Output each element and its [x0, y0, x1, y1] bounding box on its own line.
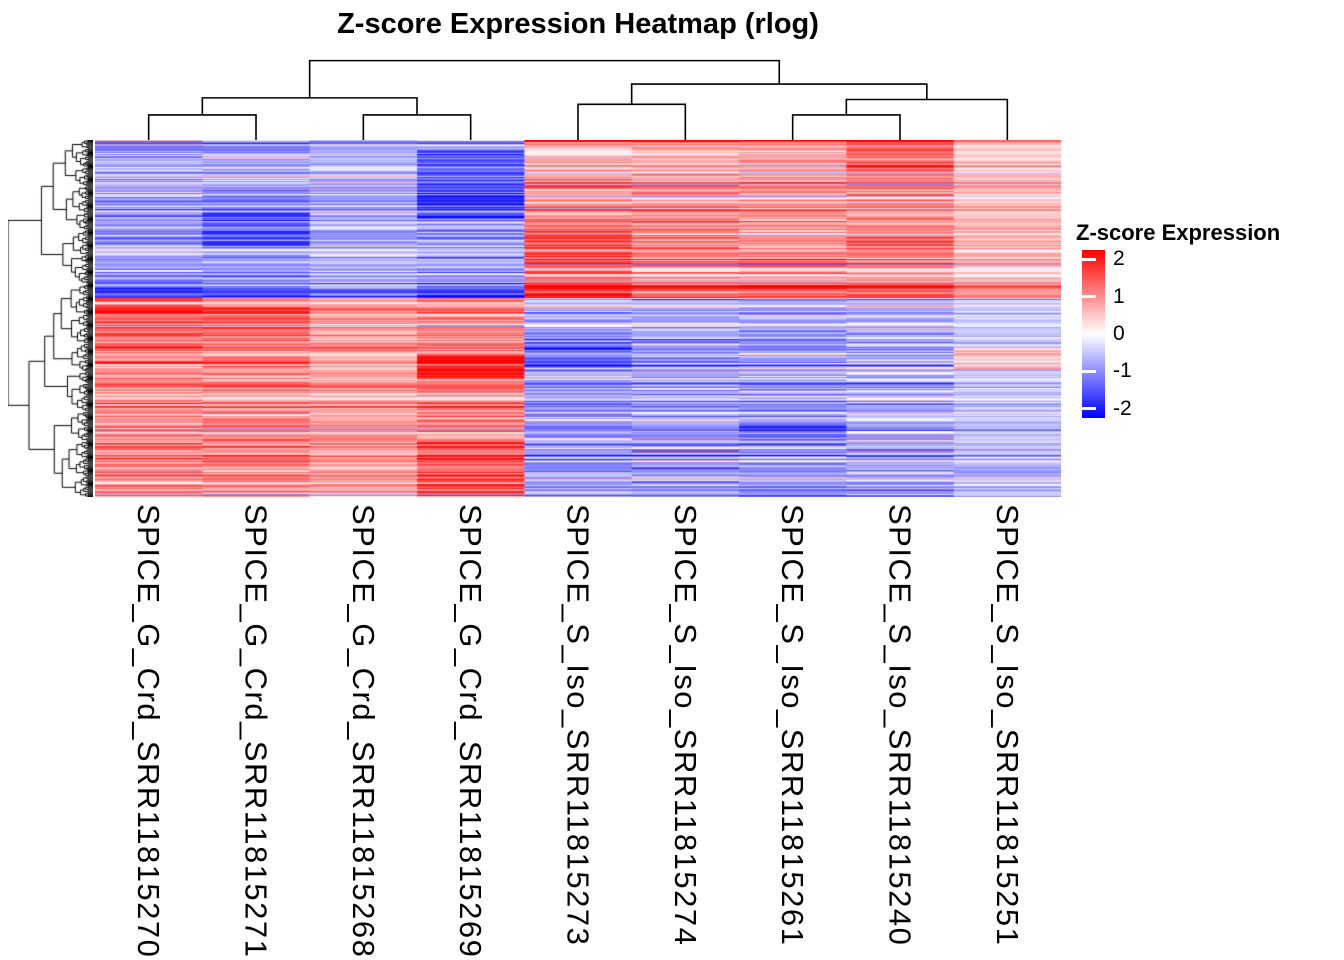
column-label: SPICE_S_Iso_SRR11815273 [560, 504, 596, 947]
legend-tick-label: -1 [1113, 359, 1132, 382]
column-label: SPICE_G_Crd_SRR11815270 [131, 504, 167, 959]
legend-tick-mark [1082, 407, 1096, 410]
column-dendrogram [147, 59, 1009, 140]
column-label: SPICE_S_Iso_SRR11815261 [775, 504, 811, 947]
column-label: SPICE_S_Iso_SRR11815251 [989, 504, 1025, 947]
column-label-cell: SPICE_S_Iso_SRR11815261 [739, 504, 846, 956]
legend-tick-label: 1 [1113, 285, 1125, 308]
legend-colorbar [1082, 250, 1105, 418]
heatmap-canvas [95, 140, 1061, 497]
legend-tick-label: 2 [1113, 247, 1125, 270]
legend-tick-label: 0 [1113, 322, 1125, 345]
column-label-cell: SPICE_S_Iso_SRR11815251 [954, 504, 1061, 956]
column-label: SPICE_G_Crd_SRR11815269 [453, 504, 489, 959]
legend-tick-mark [1082, 295, 1096, 298]
chart-title: Z-score Expression Heatmap (rlog) [337, 8, 819, 40]
column-label-cell: SPICE_G_Crd_SRR11815270 [95, 504, 202, 959]
legend-tick-mark [1082, 332, 1096, 335]
column-label-cell: SPICE_G_Crd_SRR11815271 [202, 504, 309, 959]
column-label: SPICE_G_Crd_SRR11815268 [345, 504, 381, 959]
column-label-cell: SPICE_G_Crd_SRR11815268 [310, 504, 417, 959]
legend-tick-label: -2 [1113, 397, 1132, 420]
legend-title: Z-score Expression [1076, 220, 1281, 245]
column-label-cell: SPICE_G_Crd_SRR11815269 [417, 504, 524, 959]
column-label: SPICE_S_Iso_SRR11815274 [667, 504, 703, 947]
legend-tick-mark [1082, 258, 1096, 261]
column-label-cell: SPICE_S_Iso_SRR11815273 [524, 504, 631, 956]
row-dendrogram [8, 140, 93, 497]
legend-tick-mark [1082, 370, 1096, 373]
column-label: SPICE_G_Crd_SRR11815271 [238, 504, 274, 959]
column-labels: SPICE_G_Crd_SRR11815270 SPICE_G_Crd_SRR1… [95, 504, 1061, 959]
column-label-cell: SPICE_S_Iso_SRR11815274 [632, 504, 739, 956]
column-label-cell: SPICE_S_Iso_SRR11815240 [846, 504, 953, 956]
column-label: SPICE_S_Iso_SRR11815240 [882, 504, 918, 947]
